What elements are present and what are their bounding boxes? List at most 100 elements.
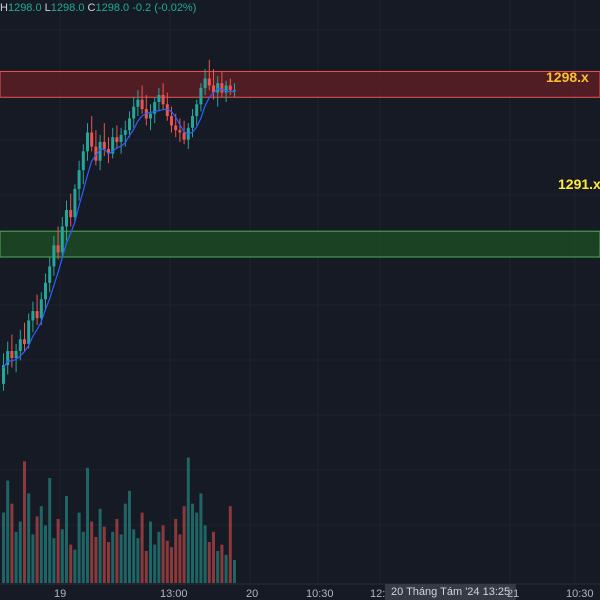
candle-body [153, 101, 157, 114]
candle-body [73, 188, 77, 218]
candle-body [207, 78, 211, 86]
volume-bar [224, 554, 228, 583]
candle-body [2, 365, 5, 384]
volume-bar [174, 519, 178, 583]
volume-bar [77, 512, 81, 583]
ohlc-high-value: 1298.0 [7, 2, 42, 14]
volume-bar [233, 559, 236, 583]
candle-body [149, 113, 152, 119]
ohlc-close-value: 1298.0 [95, 2, 130, 14]
volume-bar [60, 529, 64, 583]
volume-bar [102, 526, 106, 583]
candle-body [228, 85, 232, 91]
candle-body [182, 132, 186, 140]
time-tick-21: 21 [507, 588, 520, 600]
candle-body [35, 311, 39, 319]
candle-body [52, 245, 56, 267]
candle-body [102, 141, 106, 149]
volume-bar [128, 490, 131, 583]
volume-bar [212, 531, 215, 583]
volume-bar [140, 512, 144, 583]
ohlc-close-key: C [87, 2, 96, 14]
volume-bar [161, 525, 165, 583]
volume-bar [98, 508, 102, 583]
time-tick-1030: 10:30 [306, 588, 334, 600]
time-tick-1300: 13:00 [160, 588, 188, 600]
resistance-zone-label[interactable]: 1298.x [546, 69, 589, 85]
candle-body [86, 132, 89, 152]
volume-bar [65, 495, 68, 583]
candle-body [128, 118, 131, 131]
candle-body [115, 137, 119, 142]
volume-bar [86, 467, 89, 583]
candle-body [119, 134, 123, 142]
volume-bar [216, 551, 220, 583]
candle-body [27, 320, 31, 344]
candle-body [191, 116, 194, 128]
time-crosshair-label: 20 Tháng Tám '24 13:25 [385, 584, 517, 600]
candle-body [233, 90, 236, 92]
candle-body [224, 85, 228, 93]
volume-bar [186, 457, 190, 583]
volume-bar [69, 544, 73, 583]
candle-body [10, 350, 14, 359]
candle-body [174, 125, 178, 131]
volume-bar [136, 538, 140, 583]
volume-bar [39, 506, 43, 583]
volume-bar [170, 547, 173, 583]
volume-bar [199, 493, 203, 583]
time-tick-1030-b: 10:30 [566, 588, 594, 600]
candle-body [94, 146, 98, 161]
volume-bar [111, 531, 115, 583]
candlesticks [2, 59, 236, 391]
candle-body [65, 210, 68, 227]
volume-bar [153, 544, 157, 583]
candle-body [111, 137, 115, 154]
volume-bar [35, 516, 39, 583]
candle-body [178, 130, 182, 133]
candle-body [136, 99, 140, 107]
time-tick-12: 12: [370, 588, 386, 600]
price-zones [0, 70, 600, 258]
volume-bar [178, 534, 182, 583]
candle-body [6, 350, 10, 366]
candle-body [98, 141, 102, 161]
volume-bar [90, 521, 94, 583]
candle-body [77, 170, 81, 189]
volume-bars [2, 457, 236, 583]
candle-body [161, 94, 165, 105]
support-zone-label[interactable]: 1291.x [558, 176, 600, 192]
candle-body [60, 226, 64, 253]
candle-body [220, 83, 224, 93]
volume-bar [191, 503, 194, 583]
volume-bar [2, 512, 5, 583]
candle-body [23, 339, 26, 344]
ohlc-low-value: 1298.0 [50, 2, 85, 14]
ohlc-legend: H1298.0 L1298.0 C1298.0 -0.2 (-0.02%) [0, 2, 196, 14]
volume-bar [18, 521, 22, 583]
volume-bar [6, 480, 10, 583]
volume-bar [157, 531, 161, 583]
volume-bar [27, 493, 31, 583]
volume-bar [10, 503, 14, 583]
volume-bar [203, 525, 207, 583]
candle-body [199, 87, 203, 105]
candle-body [170, 116, 173, 126]
volume-bar [149, 521, 152, 583]
volume-bar [165, 540, 169, 583]
candle-body [44, 282, 47, 300]
candle-body [48, 266, 52, 283]
volume-bar [23, 461, 26, 583]
volume-bar [73, 549, 77, 583]
candle-body [203, 78, 207, 88]
volume-bar [123, 503, 127, 583]
volume-bar [207, 542, 211, 583]
candle-body [56, 245, 60, 253]
candle-body [123, 130, 127, 135]
volume-bar [195, 512, 199, 583]
support-zone [0, 230, 600, 258]
time-tick-20: 20 [246, 588, 259, 600]
ohlc-high-key: H [0, 2, 8, 14]
volume-bar [115, 519, 119, 583]
